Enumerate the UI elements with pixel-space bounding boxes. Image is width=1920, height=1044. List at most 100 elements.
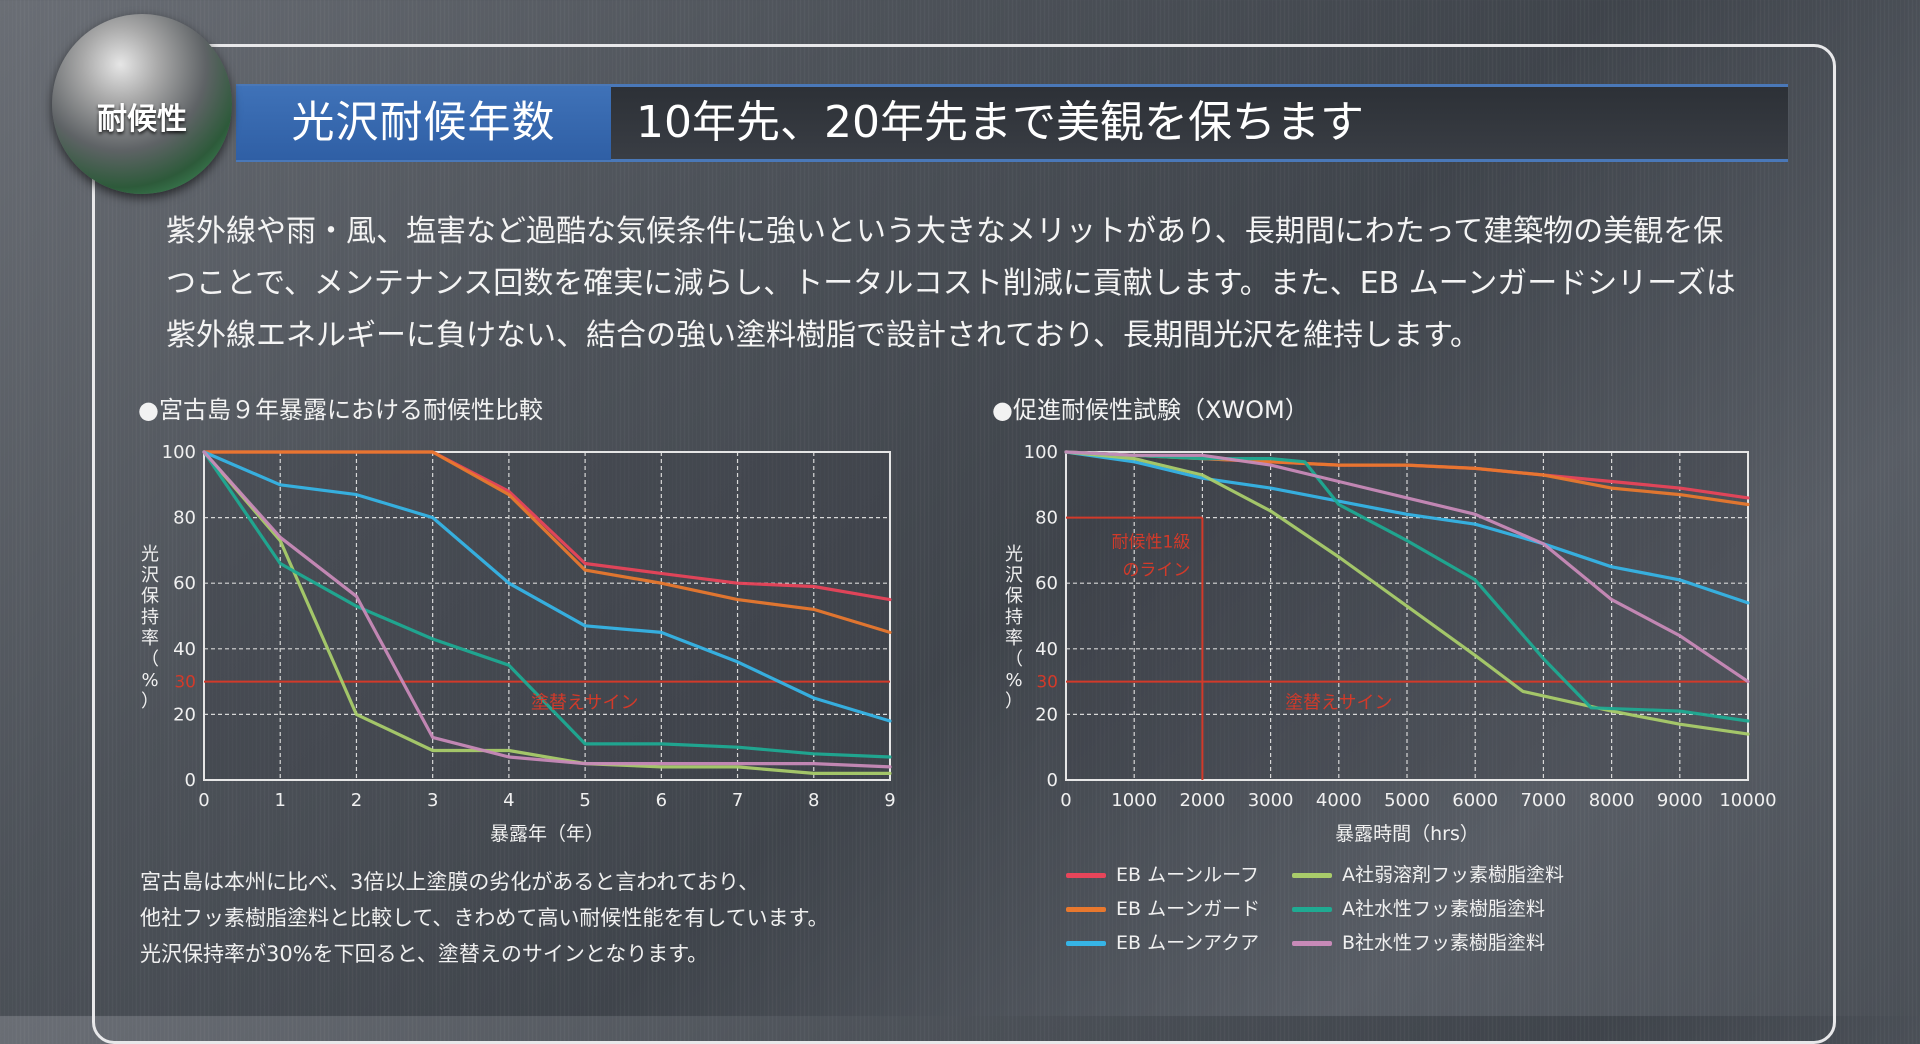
y-axis-label-char: （ [1005,649,1023,670]
y-tick-label: 40 [173,639,196,660]
legend-label: EB ムーンアクア [1116,932,1260,954]
x-axis-label: 暴露年（年） [490,823,604,845]
legend-item: EB ムーンルーフ [1066,860,1259,890]
grade1-label: のライン [1122,561,1190,581]
x-tick-label: 10000 [1719,790,1776,811]
y-axis-label-char: % [141,670,158,691]
series-line-4 [202,450,892,776]
chart1-title: ●宮古島９年暴露における耐候性比較 [138,396,543,424]
repaint-sign-label: 塗替えサイン [1285,692,1392,714]
legend-item: EB ムーンアクア [1066,928,1259,958]
y-tick-label: 60 [1035,573,1058,594]
y-tick-label: 100 [162,442,196,463]
y-axis-label-char: 沢 [1005,565,1023,586]
header-rule-top [236,84,1788,87]
legend-item: EB ムーンガード [1066,894,1260,924]
series-line-5 [202,450,892,759]
legend-swatch [1292,941,1332,946]
footnote-line: 光沢保持率が30%を下回ると、塗替えのサインとなります。 [140,942,709,966]
x-tick-label: 4 [503,790,514,811]
intro-line: つことで、メンテナンス回数を確実に減らし、トータルコスト削減に貢献します。また、… [166,266,1736,301]
footnote-line: 宮古島は本州に比べ、3倍以上塗膜の劣化があると言われており、 [140,870,760,894]
series-line-2 [202,450,892,635]
chart2-group: 0 1000 2000 3000 4000 5000 6000 7000 8000 9000 100… [1005,442,1777,845]
legend-label: B社水性フッ素樹脂塗料 [1342,932,1546,954]
x-tick-label: 0 [198,790,209,811]
y-tick-label: 0 [185,770,196,791]
legend-item: A社水性フッ素樹脂塗料 [1292,894,1545,924]
y-tick-label: 60 [173,573,196,594]
ref-tick-label: 30 [1036,673,1058,693]
x-tick-label: 3000 [1248,790,1294,811]
legend-item: B社水性フッ素樹脂塗料 [1292,928,1545,958]
x-tick-label: 5 [579,790,590,811]
ref-tick-label: 30 [174,673,196,693]
legend-label: EB ムーンガード [1116,898,1261,920]
y-axis-label-char: 率 [1005,628,1023,649]
y-axis-label-char: 沢 [141,565,159,586]
y-axis-label-char: 光 [141,544,159,565]
x-tick-label: 4000 [1316,790,1362,811]
y-axis-label-char: ） [141,691,159,712]
title-box [236,86,611,160]
legend-swatch [1066,907,1106,912]
plot-area [204,452,890,780]
x-tick-label: 8000 [1589,790,1635,811]
x-tick-label: 2 [351,790,362,811]
x-tick-label: 9 [884,790,895,811]
y-tick-label: 80 [173,508,196,529]
x-tick-label: 1 [274,790,285,811]
y-tick-label: 20 [173,704,196,725]
legend-swatch [1066,873,1106,878]
y-tick-label: 100 [1024,442,1058,463]
repaint-sign-label: 塗替えサイン [531,692,638,714]
intro-paragraph: 紫外線や雨・風、塩害など過酷な気候条件に強いという大きなメリットがあり、長期間に… [166,206,1766,362]
x-tick-label: 2000 [1179,790,1225,811]
legend-item: A社弱溶剤フッ素樹脂塗料 [1292,860,1564,890]
x-axis-label: 暴露時間（hrs） [1335,823,1479,845]
y-tick-label: 80 [1035,508,1058,529]
x-tick-label: 6 [656,790,667,811]
legend-swatch [1066,941,1106,946]
section-title: 光沢耐候年数 [291,98,556,148]
x-tick-label: 0 [1060,790,1071,811]
y-axis-label-char: 率 [141,628,159,649]
y-axis-label-char: 持 [1005,607,1023,628]
series-line-3 [1064,450,1750,605]
footnote: 宮古島は本州に比べ、3倍以上塗膜の劣化があると言われており、 他社フッ素樹脂塗料… [140,864,829,972]
y-axis-label-char: % [1005,670,1022,691]
x-tick-label: 9000 [1657,790,1703,811]
y-tick-label: 0 [1047,770,1058,791]
plot-frame [203,451,891,781]
x-tick-label: 1000 [1111,790,1157,811]
y-axis-label-char: 保 [141,586,159,607]
sphere-badge-icon [52,14,232,194]
series-line-6 [1064,450,1750,684]
intro-line: 紫外線エネルギーに負けない、結合の強い塗料樹脂で設計されており、長期間光沢を維持… [166,318,1480,353]
headline: 10年先、20年先まで美観を保ちます [636,97,1364,148]
series-line-5 [1064,450,1750,723]
badge-label: 耐候性 [97,102,187,137]
legend-label: A社弱溶剤フッ素樹脂塗料 [1342,864,1564,886]
y-axis-label-char: ） [1005,691,1023,712]
legend-swatch [1292,873,1332,878]
series-line-3 [202,450,892,723]
y-axis-label-char: （ [141,649,159,670]
y-axis-label-char: 光 [1005,544,1023,565]
y-axis-label-char: 持 [141,607,159,628]
x-tick-label: 3 [427,790,438,811]
plot-frame [1065,451,1749,781]
x-tick-label: 7 [732,790,743,811]
footnote-line: 他社フッ素樹脂塗料と比較して、きわめて高い耐候性能を有しています。 [140,906,829,930]
legend-swatch [1292,907,1332,912]
intro-line: 紫外線や雨・風、塩害など過酷な気候条件に強いという大きなメリットがあり、長期間に… [166,214,1724,249]
series-line-4 [1064,450,1750,736]
series-line-6 [202,450,892,769]
chart2-title: ●促進耐候性試験（XWOM） [992,396,1309,424]
y-axis-label-char: 保 [1005,586,1023,607]
legend-label: A社水性フッ素樹脂塗料 [1342,898,1545,920]
x-tick-label: 8 [808,790,819,811]
y-tick-label: 40 [1035,639,1058,660]
